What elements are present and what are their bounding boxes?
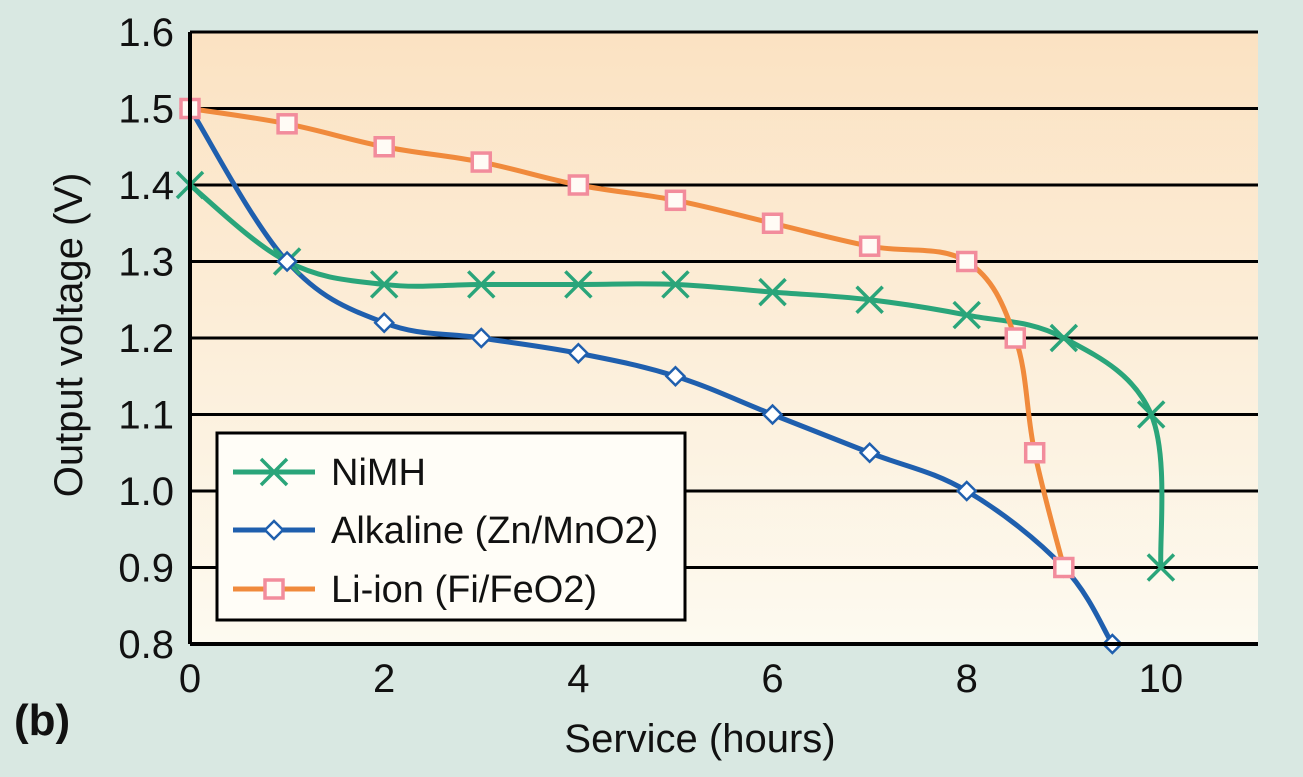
legend-marker-alkaline <box>263 519 285 541</box>
point-li-ion <box>664 189 687 212</box>
x-tick-labels: 0 2 4 6 8 10 <box>179 657 1183 701</box>
y-tick-label: 1.2 <box>118 317 174 361</box>
legend-marker-li-ion <box>263 578 285 600</box>
legend-entries: NiMH Alkaline (Zn/MnO2) Li-ion (Fi/FeO2) <box>233 452 658 611</box>
y-tick-label: 1.1 <box>118 394 174 438</box>
point-nimh <box>855 285 884 314</box>
point-li-ion <box>1004 327 1027 349</box>
point-alkaline <box>664 365 687 388</box>
point-alkaline <box>858 441 881 464</box>
y-tick-label: 1.5 <box>118 88 174 132</box>
legend-label-li-ion: Li-ion (Fi/FeO2) <box>331 569 597 611</box>
point-nimh <box>369 270 399 299</box>
y-tick-label: 0.8 <box>118 623 174 667</box>
point-li-ion <box>276 113 298 135</box>
legend-label-alkaline: Alkaline (Zn/MnO2) <box>331 510 658 552</box>
point-li-ion <box>1023 442 1046 464</box>
x-tick-label: 6 <box>761 657 783 701</box>
point-li-ion <box>567 174 590 196</box>
y-tick-label: 1.3 <box>118 241 174 285</box>
x-tick-label: 8 <box>956 657 978 701</box>
series-line-nimh <box>187 182 1165 570</box>
point-li-ion <box>955 250 978 273</box>
y-tick-label: 1.0 <box>118 470 174 514</box>
legend-marker-nimh <box>259 457 289 487</box>
point-nimh <box>661 270 690 299</box>
x-tick-label: 2 <box>373 657 395 701</box>
legend-label-nimh: NiMH <box>331 452 426 494</box>
point-alkaline <box>761 403 784 426</box>
point-alkaline <box>373 311 395 334</box>
y-tick-label: 1.4 <box>118 164 174 208</box>
y-tick-labels: 0.8 0.9 1.0 1.1 1.2 1.3 1.4 1.5 1.6 <box>118 11 174 667</box>
point-nimh <box>1146 553 1176 582</box>
point-li-ion <box>761 212 784 234</box>
point-nimh <box>564 270 593 299</box>
x-axis-label: Service (hours) <box>564 717 835 761</box>
point-alkaline <box>470 327 493 349</box>
y-tick-label: 1.6 <box>118 11 174 55</box>
point-alkaline <box>276 250 298 273</box>
point-li-ion <box>858 235 881 257</box>
x-tick-label: 0 <box>179 657 201 701</box>
point-li-ion <box>1053 556 1075 579</box>
legend: NiMH Alkaline (Zn/MnO2) Li-ion (Fi/FeO2) <box>215 431 687 622</box>
point-alkaline <box>955 480 978 502</box>
y-axis-label: Output voltage (V) <box>47 173 91 498</box>
gridlines <box>190 30 1258 569</box>
point-nimh <box>1136 400 1166 429</box>
point-li-ion <box>373 136 395 158</box>
y-tick-label: 0.9 <box>118 547 174 591</box>
x-tick-label: 4 <box>567 657 589 701</box>
point-alkaline <box>567 342 590 365</box>
point-nimh <box>952 300 981 330</box>
point-li-ion <box>470 151 493 173</box>
x-tick-label: 10 <box>1139 657 1184 701</box>
panel-label: (b) <box>14 696 70 745</box>
point-nimh <box>1049 323 1079 353</box>
series-markers <box>175 97 1176 655</box>
point-nimh <box>467 270 496 299</box>
point-nimh <box>758 277 787 307</box>
